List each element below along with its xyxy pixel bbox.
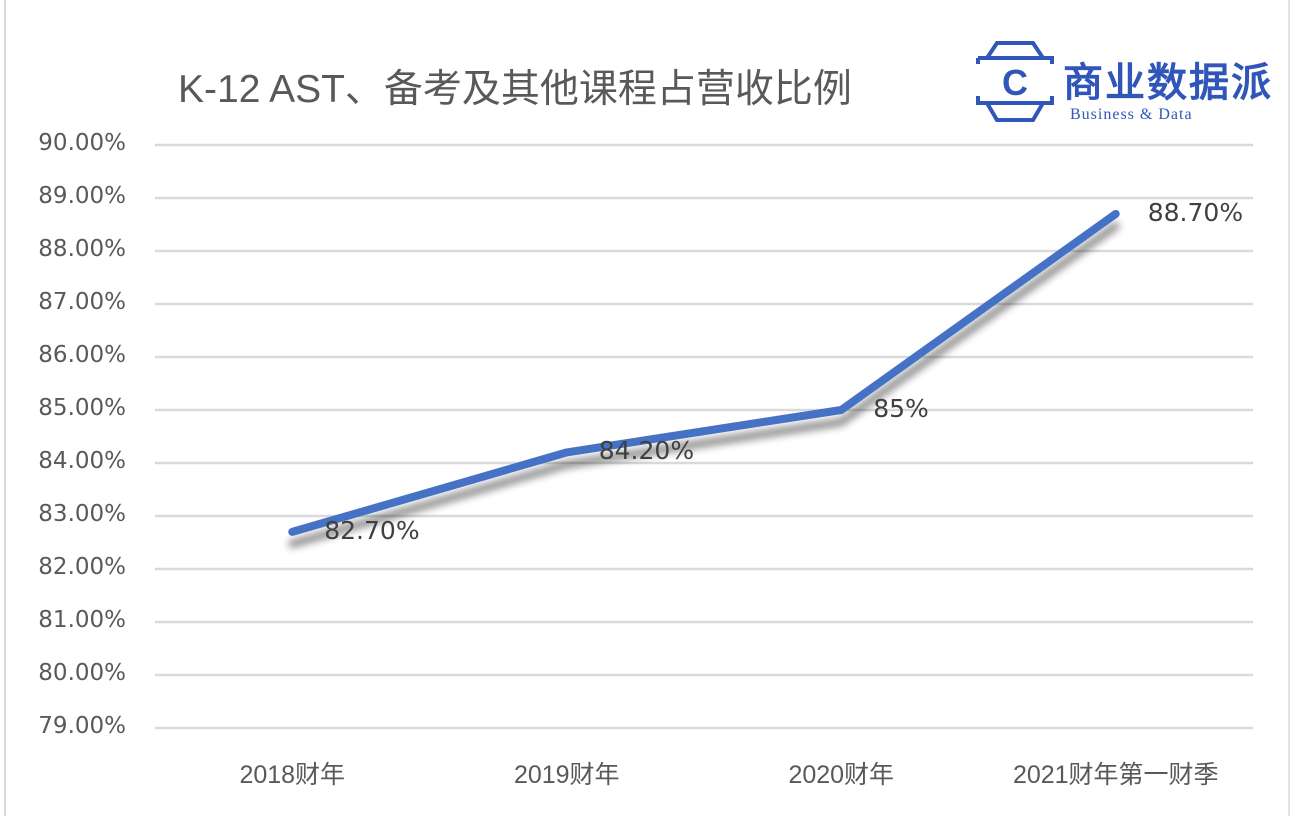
y-tick-label: 87.00% <box>38 289 126 315</box>
y-tick-label: 82.00% <box>38 554 126 580</box>
data-label: 85% <box>873 394 929 423</box>
y-tick-label: 84.00% <box>38 448 126 474</box>
x-tick-label: 2018财年 <box>239 761 346 789</box>
y-tick-label: 86.00% <box>38 342 126 368</box>
y-tick-label: 89.00% <box>38 183 126 209</box>
logo-hexagon-icon: C <box>976 41 1054 122</box>
left-border <box>4 0 6 816</box>
data-label: 82.70% <box>324 515 420 545</box>
chart-title: K-12 AST、备考及其他课程占营收比例 <box>178 68 852 111</box>
series-line <box>288 209 1120 536</box>
y-tick-label: 88.00% <box>38 236 126 262</box>
y-tick-label: 85.00% <box>38 395 126 421</box>
data-label: 84.20% <box>598 436 695 466</box>
y-tick-label: 79.00% <box>38 713 126 739</box>
gridlines <box>155 143 1253 730</box>
logo-name-cn: 商业数据派 <box>1063 59 1273 106</box>
x-tick-label: 2019财年 <box>513 761 620 789</box>
right-border <box>1288 0 1290 816</box>
logo-letter: C <box>1002 62 1028 103</box>
brand-logo: C 商业数据派 Business & Data <box>975 40 1275 130</box>
y-tick-label: 81.00% <box>38 607 126 633</box>
y-tick-label: 90.00% <box>38 130 126 156</box>
x-tick-label: 2021财年第一财季 <box>1012 761 1219 789</box>
y-tick-label: 80.00% <box>38 660 126 686</box>
y-tick-label: 83.00% <box>38 501 126 527</box>
x-tick-label: 2020财年 <box>788 761 895 789</box>
logo-name-en: Business & Data <box>1070 106 1193 123</box>
data-label: 88.70% <box>1147 197 1244 227</box>
